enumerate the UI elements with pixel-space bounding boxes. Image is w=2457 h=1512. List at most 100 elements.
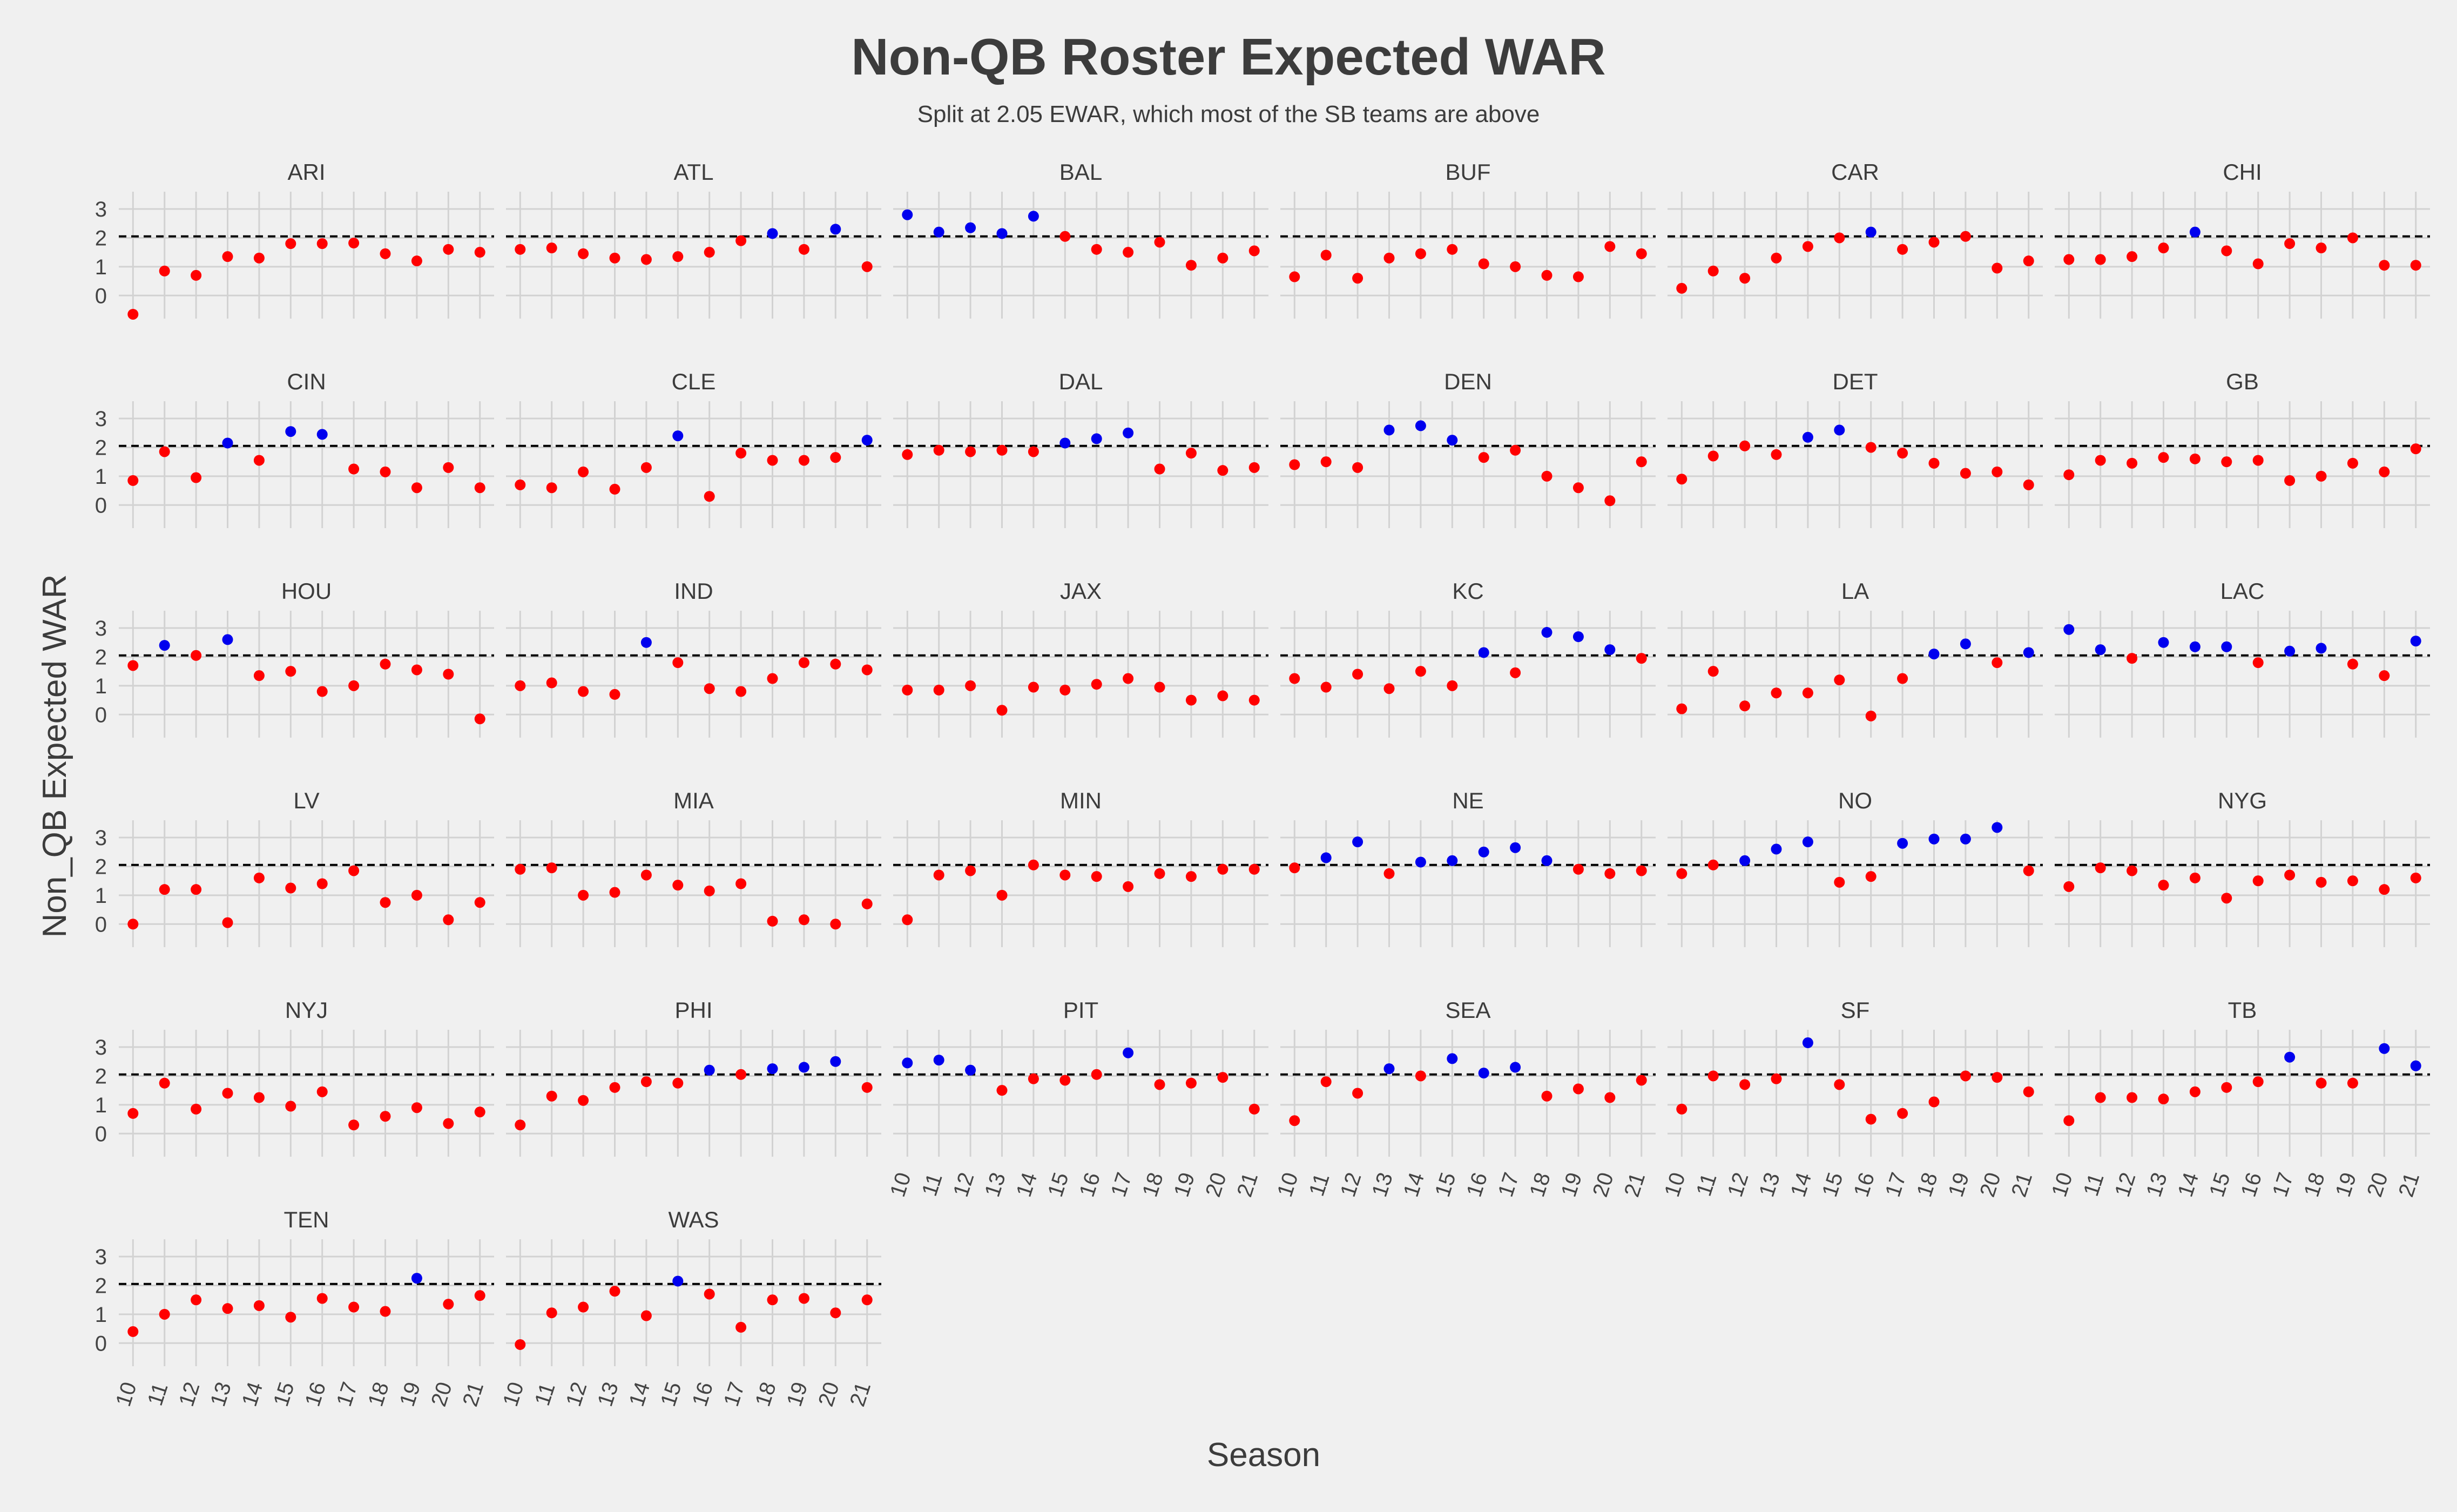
point-cin-12 [191, 472, 202, 483]
point-sea-15 [1447, 1053, 1458, 1064]
panel-car: CAR [1668, 159, 2043, 319]
point-nyj-21 [474, 1106, 485, 1118]
point-bal-21 [1248, 245, 1260, 256]
point-min-11 [933, 869, 944, 881]
point-ari-18 [380, 248, 391, 259]
x-tick-label: 13 [980, 1170, 1010, 1200]
point-den-21 [1636, 456, 1647, 468]
point-ten-12 [191, 1294, 202, 1306]
point-kc-14 [1415, 666, 1426, 677]
point-det-14 [1802, 431, 1813, 443]
point-ari-19 [411, 255, 422, 267]
point-hou-15 [285, 666, 296, 677]
point-mia-10 [515, 863, 526, 875]
point-phi-15 [672, 1077, 684, 1089]
point-cin-19 [411, 482, 422, 494]
point-kc-20 [1604, 644, 1616, 656]
x-tick-label: 19 [395, 1379, 426, 1409]
point-ten-13 [222, 1303, 233, 1314]
point-mia-14 [640, 869, 652, 881]
point-lac-16 [2252, 657, 2264, 669]
point-no-14 [1802, 836, 1813, 848]
point-mia-18 [767, 915, 778, 927]
point-ind-19 [798, 657, 809, 669]
point-kc-15 [1447, 680, 1458, 691]
point-ten-15 [285, 1312, 296, 1323]
point-det-17 [1897, 448, 1908, 459]
x-tick-label: 21 [1620, 1170, 1650, 1200]
point-lv-18 [380, 897, 391, 908]
strip-label-min: MIN [1060, 788, 1102, 813]
strip-label-lac: LAC [2220, 578, 2265, 604]
point-lv-19 [411, 889, 422, 901]
point-gb-13 [2158, 452, 2169, 463]
point-chi-21 [2410, 260, 2421, 271]
strip-label-cin: CIN [287, 369, 326, 394]
x-tick-label: 20 [1975, 1170, 2006, 1200]
panel-jax: JAX [893, 578, 1268, 738]
point-sf-12 [1739, 1079, 1751, 1090]
point-bal-10 [902, 209, 913, 220]
point-den-18 [1541, 470, 1552, 482]
point-no-16 [1865, 871, 1877, 882]
point-hou-16 [316, 686, 328, 697]
x-tick-label: 20 [2362, 1170, 2393, 1200]
point-ind-13 [609, 688, 620, 700]
point-det-13 [1771, 449, 1782, 460]
point-sea-14 [1415, 1070, 1426, 1082]
y-tick-label: 0 [95, 1332, 107, 1355]
x-tick-label: 10 [111, 1379, 141, 1409]
point-den-10 [1289, 459, 1300, 470]
point-hou-17 [348, 680, 360, 691]
point-det-15 [1834, 424, 1845, 436]
x-tick-label: 14 [1786, 1170, 1817, 1200]
x-tick-label: 16 [1850, 1170, 1880, 1200]
point-lv-13 [222, 917, 233, 928]
point-sea-16 [1478, 1068, 1489, 1079]
panel-sea: SEA 10 11 12 13 14 15 16 17 18 19 20 21 [1273, 997, 1656, 1200]
point-mia-12 [578, 889, 589, 901]
strip-label-atl: ATL [674, 159, 714, 185]
point-phi-11 [546, 1090, 557, 1102]
point-jax-19 [1185, 694, 1197, 706]
point-atl-13 [609, 252, 620, 264]
point-jax-13 [996, 705, 1008, 716]
strip-label-was: WAS [668, 1207, 719, 1232]
point-buf-21 [1636, 248, 1647, 259]
point-sf-11 [1707, 1070, 1719, 1082]
strip-label-sea: SEA [1445, 997, 1490, 1023]
point-ari-16 [316, 238, 328, 249]
point-pit-14 [1028, 1073, 1039, 1084]
point-chi-14 [2189, 226, 2200, 238]
point-gb-19 [2347, 457, 2358, 469]
point-dal-10 [902, 449, 913, 460]
point-atl-10 [515, 244, 526, 255]
point-ten-14 [253, 1300, 265, 1311]
point-bal-19 [1185, 260, 1197, 271]
point-car-13 [1771, 252, 1782, 264]
point-buf-20 [1604, 241, 1616, 252]
panel-gb: GB [2055, 369, 2430, 528]
point-pit-19 [1185, 1077, 1197, 1089]
point-no-19 [1960, 833, 1971, 845]
point-nyj-14 [253, 1092, 265, 1103]
point-was-17 [735, 1321, 747, 1333]
point-cin-11 [159, 446, 170, 457]
point-car-19 [1960, 231, 1971, 242]
x-tick-label: 19 [1170, 1170, 1200, 1200]
point-chi-10 [2063, 254, 2075, 265]
point-sf-16 [1865, 1113, 1877, 1125]
point-lv-10 [127, 919, 139, 930]
y-tick-label: 3 [95, 1245, 107, 1269]
x-tick-label: 16 [2237, 1170, 2267, 1200]
point-nyg-17 [2284, 869, 2296, 881]
point-sf-17 [1897, 1108, 1908, 1119]
point-nyg-18 [2316, 876, 2327, 888]
point-phi-18 [767, 1063, 778, 1075]
x-tick-label: 20 [1588, 1170, 1618, 1200]
panel-ne: NE [1280, 788, 1656, 947]
point-atl-21 [861, 261, 873, 272]
strip-label-la: LA [1841, 578, 1869, 604]
y-tick-label: 1 [95, 1303, 107, 1327]
point-hou-19 [411, 664, 422, 676]
